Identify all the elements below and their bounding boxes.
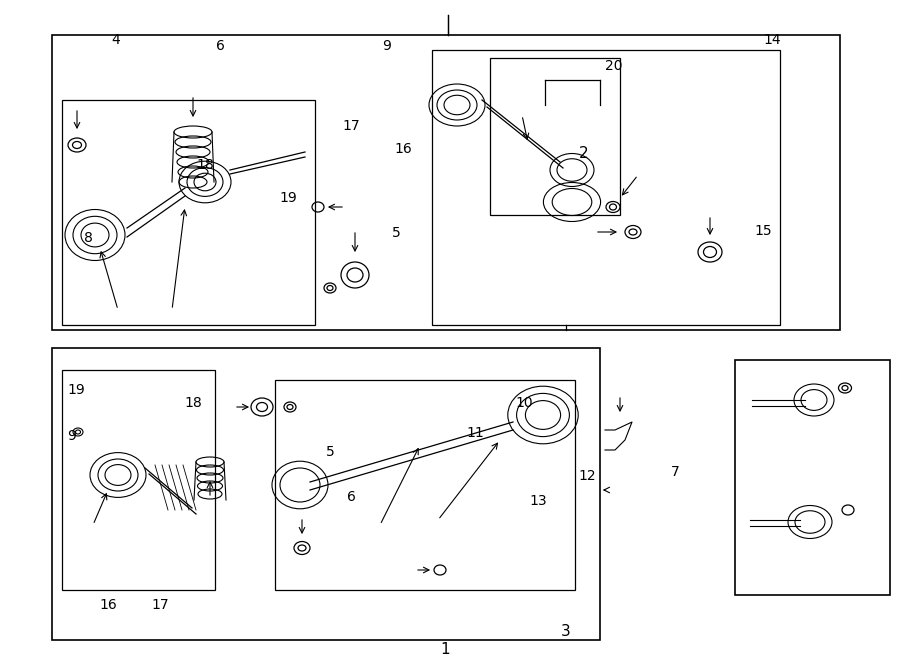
Text: 16: 16 — [99, 598, 117, 612]
Bar — [52, 348, 600, 640]
Text: 2: 2 — [579, 146, 588, 161]
Text: 6: 6 — [346, 490, 356, 504]
Text: 3: 3 — [561, 624, 570, 639]
Text: 15: 15 — [754, 224, 772, 239]
Text: 4: 4 — [111, 32, 120, 47]
Text: 6: 6 — [216, 39, 225, 54]
Text: 12: 12 — [579, 469, 597, 483]
Text: 19: 19 — [279, 191, 297, 206]
Text: 7: 7 — [670, 465, 680, 479]
Text: 19: 19 — [68, 383, 86, 397]
Text: 10: 10 — [515, 396, 533, 410]
Text: 18: 18 — [196, 158, 214, 173]
Text: 14: 14 — [763, 32, 781, 47]
Text: 16: 16 — [394, 141, 412, 156]
Text: 1: 1 — [441, 642, 450, 656]
Text: 11: 11 — [466, 426, 484, 440]
Text: 5: 5 — [392, 226, 400, 241]
Bar — [62, 370, 215, 590]
Bar — [490, 58, 620, 215]
Text: 9: 9 — [382, 39, 392, 54]
Text: 17: 17 — [342, 118, 360, 133]
Bar — [52, 35, 840, 330]
Bar — [432, 50, 780, 325]
Bar — [275, 380, 575, 590]
Text: 20: 20 — [605, 59, 623, 73]
Text: 5: 5 — [326, 445, 335, 459]
Text: 8: 8 — [84, 231, 93, 245]
Text: 9: 9 — [68, 429, 76, 444]
Text: 18: 18 — [184, 396, 202, 410]
Bar — [735, 360, 890, 595]
Text: 13: 13 — [529, 494, 547, 508]
Text: 17: 17 — [151, 598, 169, 612]
Bar — [62, 100, 315, 325]
